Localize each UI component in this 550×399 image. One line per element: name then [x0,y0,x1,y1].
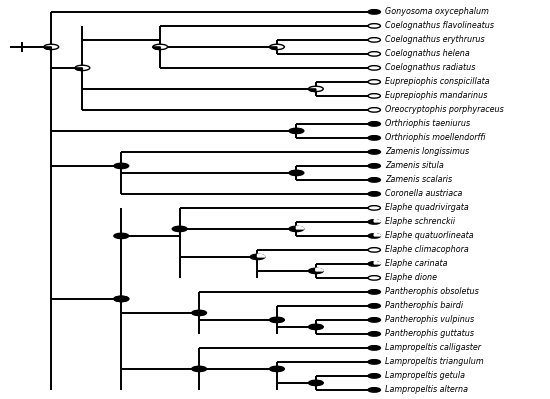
Circle shape [368,150,381,154]
Wedge shape [75,68,82,71]
Circle shape [368,164,381,168]
Circle shape [368,51,381,56]
Circle shape [270,366,284,371]
Text: Pantherophis obsoletus: Pantherophis obsoletus [385,287,479,296]
Text: Zamenis longissimus: Zamenis longissimus [385,147,469,156]
Wedge shape [374,262,381,264]
Circle shape [114,163,129,168]
Text: Euprepiophis mandarinus: Euprepiophis mandarinus [385,91,487,101]
Text: Elaphe climacophora: Elaphe climacophora [385,245,469,255]
Circle shape [309,268,323,274]
Text: Zamenis scalaris: Zamenis scalaris [385,176,452,184]
Wedge shape [270,47,277,49]
Circle shape [368,234,381,238]
Circle shape [289,128,304,134]
Circle shape [368,276,381,280]
Wedge shape [257,254,265,257]
Circle shape [289,170,304,176]
Text: Pantherophis bairdi: Pantherophis bairdi [385,301,463,310]
Circle shape [250,254,265,260]
Circle shape [368,136,381,140]
Text: Pantherophis guttatus: Pantherophis guttatus [385,330,474,338]
Text: Lampropeltis calligaster: Lampropeltis calligaster [385,344,481,352]
Wedge shape [316,268,323,271]
Text: Pantherophis vulpinus: Pantherophis vulpinus [385,315,474,324]
Circle shape [368,332,381,336]
Circle shape [153,44,168,49]
Circle shape [368,290,381,294]
Text: Lampropeltis getula: Lampropeltis getula [385,371,465,380]
Text: Coelognathus erythrurus: Coelognathus erythrurus [385,36,485,44]
Text: Lampropeltis triangulum: Lampropeltis triangulum [385,358,484,366]
Text: Elaphe quadrivirgata: Elaphe quadrivirgata [385,203,469,212]
Circle shape [289,226,304,231]
Circle shape [368,304,381,308]
Text: Orthriophis moellendorffi: Orthriophis moellendorffi [385,133,486,142]
Wedge shape [153,47,160,49]
Circle shape [368,24,381,28]
Circle shape [368,192,381,196]
Circle shape [309,380,323,385]
Circle shape [368,108,381,112]
Circle shape [114,233,129,239]
Circle shape [114,296,129,302]
Circle shape [114,296,129,302]
Circle shape [368,10,381,14]
Circle shape [270,317,284,322]
Text: Elaphe schrenckii: Elaphe schrenckii [385,217,455,226]
Circle shape [192,310,206,316]
Circle shape [75,65,90,71]
Text: Lampropeltis alterna: Lampropeltis alterna [385,385,468,394]
Text: Coelognathus flavolineatus: Coelognathus flavolineatus [385,22,494,30]
Wedge shape [374,234,381,236]
Circle shape [270,44,284,49]
Text: Coronella austriaca: Coronella austriaca [385,190,463,198]
Wedge shape [309,89,316,91]
Circle shape [309,324,323,330]
Circle shape [44,44,59,49]
Circle shape [368,262,381,266]
Wedge shape [296,226,304,229]
Text: Gonyosoma oxycephalum: Gonyosoma oxycephalum [385,8,489,16]
Circle shape [368,318,381,322]
Circle shape [309,86,323,91]
Wedge shape [44,47,51,49]
Circle shape [368,122,381,126]
Text: Orthriophis taeniurus: Orthriophis taeniurus [385,119,470,128]
Text: Coelognathus radiatus: Coelognathus radiatus [385,63,476,72]
Wedge shape [374,220,381,222]
Circle shape [368,374,381,378]
Circle shape [368,388,381,392]
Text: Elaphe dione: Elaphe dione [385,273,437,282]
Circle shape [192,366,206,371]
Circle shape [368,346,381,350]
Circle shape [368,66,381,70]
Circle shape [368,359,381,364]
Circle shape [368,220,381,224]
Text: Elaphe quatuorlineata: Elaphe quatuorlineata [385,231,474,241]
Circle shape [172,226,187,231]
Text: Coelognathus helena: Coelognathus helena [385,49,470,58]
Text: Zamenis situla: Zamenis situla [385,162,444,170]
Circle shape [368,248,381,252]
Circle shape [368,80,381,84]
Circle shape [368,94,381,98]
Circle shape [368,205,381,210]
Circle shape [368,38,381,42]
Text: Euprepiophis conspicillata: Euprepiophis conspicillata [385,77,490,87]
Text: Oreocryptophis porphyraceus: Oreocryptophis porphyraceus [385,105,504,115]
Circle shape [368,178,381,182]
Text: Elaphe carinata: Elaphe carinata [385,259,448,269]
